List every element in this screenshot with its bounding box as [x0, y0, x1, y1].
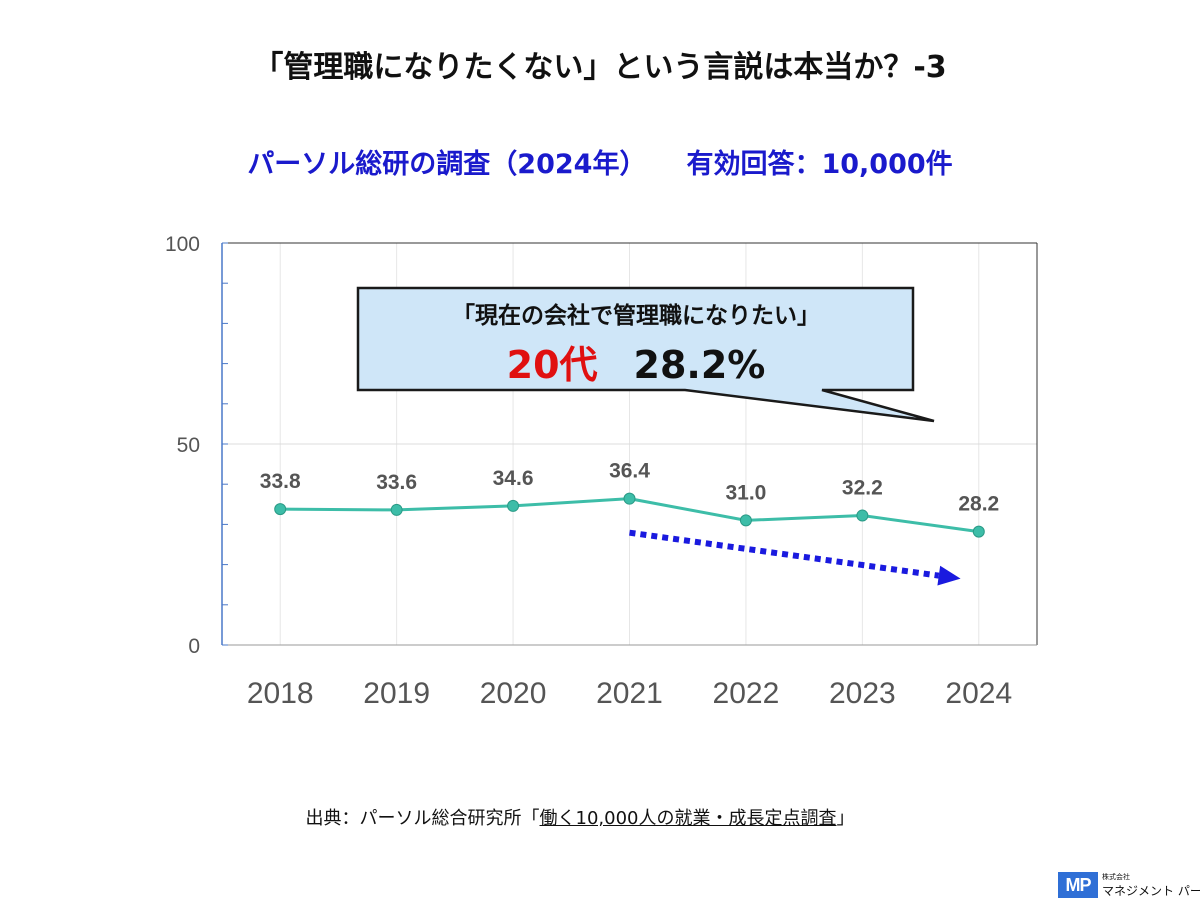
data-point [274, 503, 287, 516]
x-tick-label: 2018 [247, 677, 314, 710]
x-tick-label: 2020 [480, 677, 547, 710]
company-logo: MP 株式会社 マネジメント パートナー [1058, 872, 1200, 900]
data-label: 28.2 [958, 493, 999, 516]
x-tick-label: 2019 [363, 677, 430, 710]
data-point [856, 509, 869, 522]
data-point [623, 492, 636, 505]
source-suffix: 」 [836, 808, 855, 829]
x-tick-label: 2021 [596, 677, 663, 710]
x-tick-label: 2023 [829, 677, 896, 710]
trend-arrow-line [629, 529, 940, 579]
x-tick-label: 2024 [945, 677, 1012, 710]
source-prefix: 出典：パーソル総合研究所「 [305, 808, 540, 829]
callout-percent: 28.2% [633, 343, 766, 387]
callout-box [356, 286, 935, 423]
callout-heading: 「現在の会社で管理職になりたい」 [452, 303, 820, 329]
data-point [390, 503, 403, 516]
trend-arrow-head [937, 565, 961, 586]
data-point [507, 499, 520, 512]
data-point [739, 514, 752, 527]
logo-company-small: 株式会社 [1102, 873, 1130, 881]
data-label: 33.6 [376, 471, 417, 494]
logo-mark: MP [1058, 872, 1098, 898]
source-title-link[interactable]: 働く10,000人の就業・成長定点調査 [539, 808, 837, 829]
survey-name: パーソル総研の調査（2024年） [247, 149, 647, 180]
valid-responses: 有効回答：10,000件 [686, 149, 953, 180]
y-tick-label: 50 [177, 434, 200, 457]
y-tick-label: 0 [188, 635, 200, 658]
logo-company-name: マネジメント パートナー [1102, 884, 1200, 898]
y-tick-label: 100 [165, 233, 200, 256]
survey-subtitle: パーソル総研の調査（2024年） 有効回答：10,000件 [0, 142, 1200, 181]
data-label: 34.6 [493, 467, 534, 490]
data-point [972, 525, 985, 538]
data-label: 32.2 [842, 477, 883, 500]
data-label: 33.8 [260, 470, 301, 493]
callout-age-group: 20代 [506, 343, 598, 387]
data-label: 36.4 [609, 460, 650, 483]
slide-title: 「管理職になりたくない」という言説は本当か？-3 [253, 50, 947, 85]
callout-text: 「現在の会社で管理職になりたい」 20代 28.2% [362, 296, 910, 389]
x-tick-label: 2022 [713, 677, 780, 710]
callout-value-line: 20代 28.2% [362, 334, 910, 389]
data-label: 31.0 [725, 481, 766, 504]
source-note: 出典：パーソル総合研究所「働く10,000人の就業・成長定点調査」 [0, 804, 1160, 830]
